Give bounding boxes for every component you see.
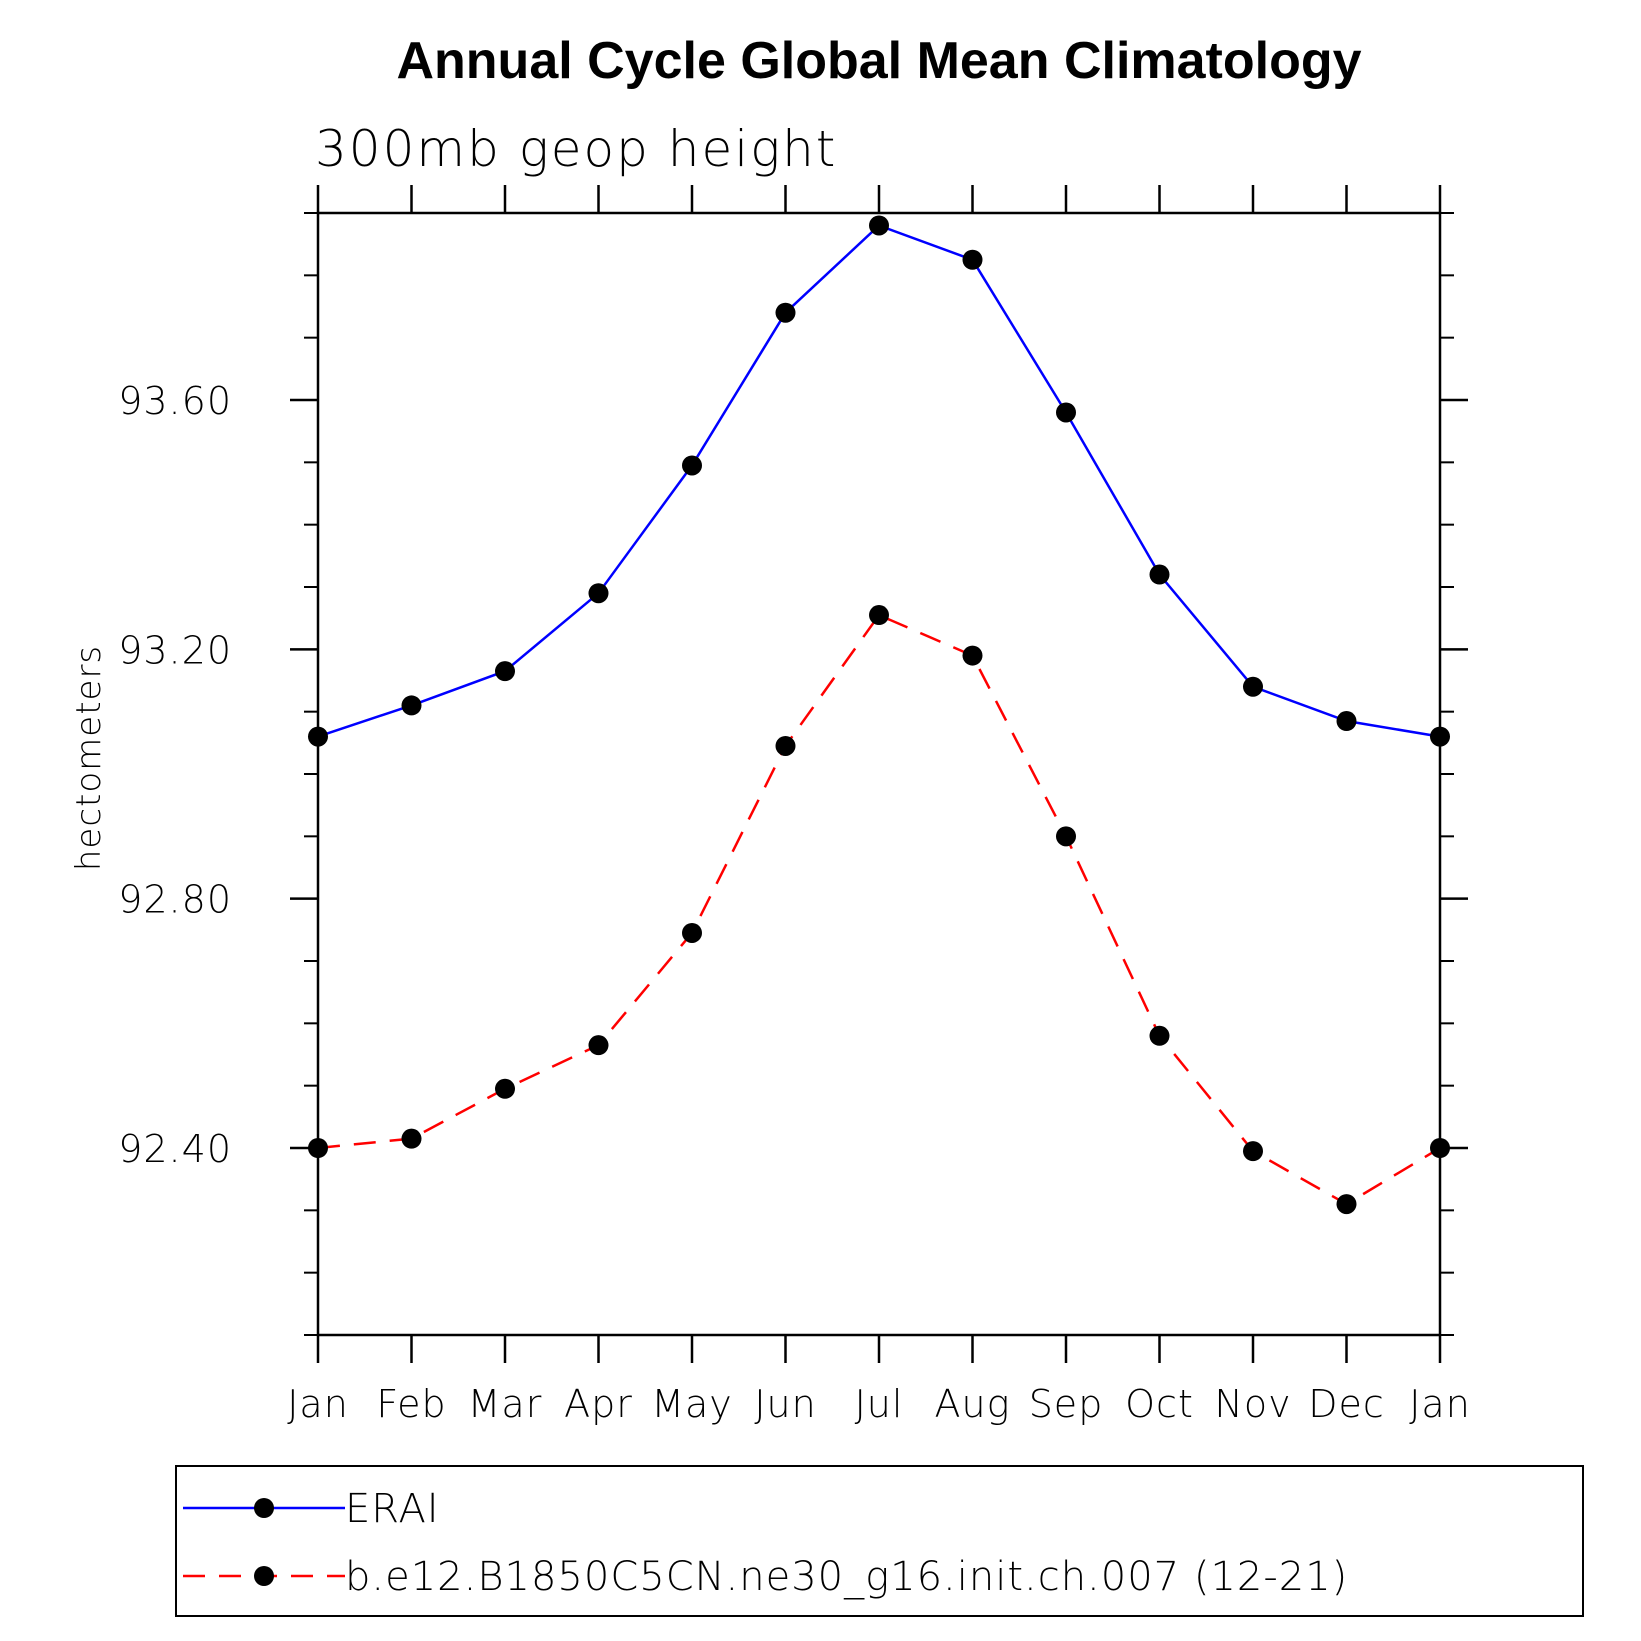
- x-tick-label-3: Apr: [564, 1382, 633, 1426]
- series-0-point-2: [495, 661, 515, 682]
- y-tick-label-2: 93.20: [118, 628, 232, 672]
- y-tick-label-0: 92.40: [118, 1127, 232, 1171]
- y-tick-label-1: 92.80: [118, 878, 232, 922]
- y-minor-ticks: [304, 212, 1454, 1336]
- series-0-point-7: [962, 249, 983, 270]
- legend-label-series-0: ERAI: [345, 1486, 440, 1532]
- legend-box: [175, 1465, 1584, 1617]
- series-1-point-10: [1243, 1141, 1263, 1162]
- series-1-point-3: [588, 1035, 609, 1056]
- legend-label-series-1: b.e12.B1850C5CN.ne30_g16.init.ch.007 (12…: [345, 1554, 1348, 1600]
- series-1-point-8: [1056, 826, 1076, 847]
- x-tick-label-8: Sep: [1029, 1382, 1104, 1426]
- chart-title: Annual Cycle Global Mean Climatology: [396, 32, 1361, 90]
- x-tick-label-9: Oct: [1125, 1382, 1194, 1426]
- series-0-point-10: [1243, 676, 1263, 697]
- chart-subtitle: 300mb geop height: [315, 120, 837, 178]
- x-tick-label-10: Nov: [1214, 1382, 1291, 1426]
- x-tick-label-0: Jan: [287, 1382, 349, 1426]
- y-tick-label-3: 93.60: [118, 379, 232, 423]
- series-1-point-11: [1336, 1194, 1357, 1215]
- series-0-point-5: [775, 302, 796, 323]
- x-axis-tick-labels: Jan Feb Mar Apr May Jun Jul Aug Sep Oct Nov Dec Jan: [287, 1382, 1471, 1426]
- series-1-point-2: [495, 1078, 515, 1099]
- x-tick-label-5: Jun: [754, 1382, 816, 1426]
- legend-entry-series-0: ERAI: [183, 1486, 440, 1532]
- series-1-point-1: [401, 1128, 422, 1149]
- series-line-1: [317, 613, 1441, 1206]
- y-axis-label: hectometers: [69, 645, 109, 871]
- series-0-point-11: [1336, 711, 1357, 732]
- legend-marker-series-1: [254, 1566, 274, 1586]
- series-1-point-9: [1149, 1025, 1170, 1046]
- x-tick-label-4: May: [651, 1382, 733, 1426]
- x-axis-ticks: [316, 185, 1442, 1363]
- series-1-point-7: [962, 645, 983, 666]
- series-1-point-6: [869, 605, 889, 626]
- legend: ERAI b.e12.B1850C5CN.ne30_g16.init.ch.00…: [175, 1465, 1584, 1617]
- series-0-point-4: [682, 455, 702, 476]
- x-tick-label-12: Jan: [1409, 1382, 1471, 1426]
- series-0-point-3: [588, 583, 609, 604]
- series-0-point-9: [1149, 564, 1170, 585]
- x-tick-label-6: Jul: [855, 1382, 904, 1426]
- series-1-point-5: [775, 735, 796, 756]
- series-layer: [308, 215, 1450, 1215]
- legend-entry-series-1: b.e12.B1850C5CN.ne30_g16.init.ch.007 (12…: [183, 1554, 1348, 1600]
- plot-frame: [316, 211, 1442, 1337]
- x-tick-label-7: Aug: [935, 1382, 1011, 1426]
- y-axis-ticks: [290, 398, 1468, 1150]
- series-line-0: [317, 224, 1441, 738]
- legend-marker-series-0: [254, 1498, 274, 1518]
- series-0-point-6: [869, 215, 889, 236]
- x-tick-label-11: Dec: [1308, 1382, 1385, 1426]
- y-axis-tick-labels: 92.40 92.80 93.20 93.60: [118, 379, 232, 1171]
- series-0-point-1: [401, 695, 422, 716]
- x-tick-label-2: Mar: [468, 1382, 543, 1426]
- series-0-point-8: [1056, 402, 1076, 423]
- series-1-point-4: [682, 922, 702, 943]
- x-tick-label-1: Feb: [376, 1382, 446, 1426]
